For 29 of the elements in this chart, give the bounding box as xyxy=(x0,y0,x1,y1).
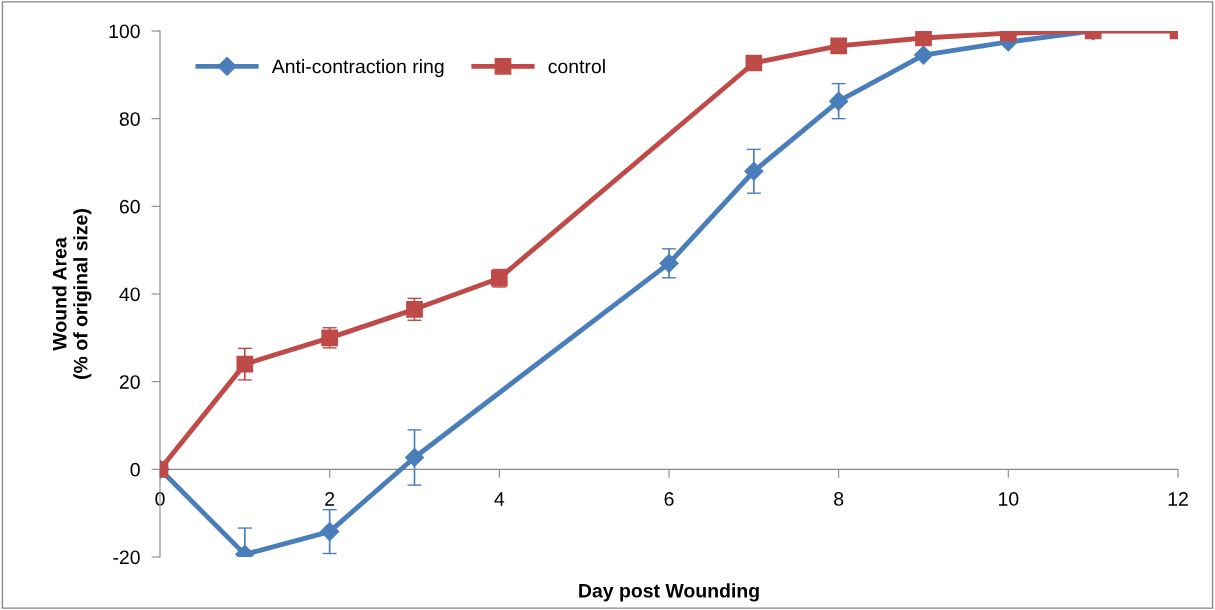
point xyxy=(320,522,340,542)
y-tick-label: 80 xyxy=(119,112,140,126)
x-tick-label: 2 xyxy=(325,492,335,506)
y-tick-label: 40 xyxy=(119,287,140,302)
point xyxy=(406,301,423,318)
point xyxy=(829,91,849,111)
point xyxy=(404,447,425,468)
point xyxy=(236,355,254,373)
y-axis-title: Wound Area (% of original size) xyxy=(52,209,92,379)
legend-label: Anti-contraction ring xyxy=(271,59,444,78)
x-tick-label: 0 xyxy=(155,492,165,506)
x-tick-label: 12 xyxy=(1168,492,1188,506)
point xyxy=(913,45,934,65)
x-tick-label: 6 xyxy=(664,492,674,506)
x-axis-title: Day post Wounding xyxy=(579,583,759,602)
x-tick-label: 4 xyxy=(494,492,505,506)
y-tick-label: 0 xyxy=(130,462,140,477)
y-tick-label: -20 xyxy=(113,550,140,565)
y-tick-label: 100 xyxy=(109,24,140,39)
y-tick-label: 60 xyxy=(119,199,140,214)
point xyxy=(830,37,848,55)
point xyxy=(915,31,932,47)
y-tick-label: 20 xyxy=(119,375,140,389)
point xyxy=(659,253,679,273)
x-tick-label: 10 xyxy=(999,492,1019,506)
point xyxy=(745,54,763,72)
legend-label: control xyxy=(548,59,605,74)
x-tick-label: 8 xyxy=(834,492,844,506)
point xyxy=(744,161,764,181)
